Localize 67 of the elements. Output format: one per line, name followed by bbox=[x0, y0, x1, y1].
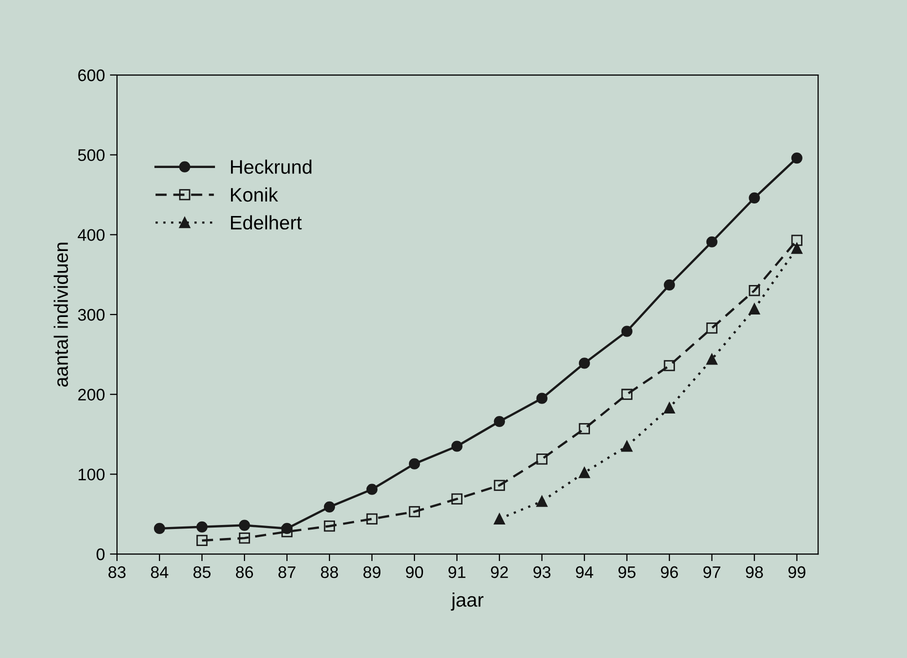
point bbox=[494, 416, 505, 428]
x-tick-label: 99 bbox=[788, 566, 806, 578]
y-tick-label: 300 bbox=[78, 308, 105, 321]
point bbox=[536, 496, 548, 507]
x-tick-label: 96 bbox=[660, 566, 678, 578]
point bbox=[578, 358, 590, 369]
y-axis-title: aantal individuen bbox=[54, 242, 68, 387]
x-tick-label: 90 bbox=[406, 566, 424, 578]
x-tick-label: 83 bbox=[108, 566, 126, 578]
point bbox=[621, 440, 632, 452]
x-tick-label: 88 bbox=[320, 566, 338, 578]
point bbox=[536, 392, 548, 404]
point bbox=[451, 493, 462, 505]
x-tick-label: 91 bbox=[448, 566, 466, 578]
point bbox=[154, 522, 166, 534]
point bbox=[238, 532, 250, 544]
legend-label: Heckrund bbox=[231, 160, 312, 174]
point bbox=[706, 354, 718, 365]
point bbox=[706, 236, 718, 248]
point bbox=[621, 388, 632, 400]
point bbox=[324, 520, 336, 532]
point bbox=[281, 526, 293, 538]
point bbox=[578, 467, 590, 478]
y-tick-label: 500 bbox=[78, 149, 105, 162]
y-tick-label: 600 bbox=[78, 69, 105, 82]
x-tick-label: 95 bbox=[618, 566, 636, 578]
point bbox=[664, 279, 675, 291]
x-tick-label: 84 bbox=[150, 566, 168, 578]
point bbox=[664, 360, 675, 372]
point bbox=[791, 234, 802, 246]
point bbox=[706, 322, 718, 334]
legend-label: Konik bbox=[231, 187, 278, 202]
point bbox=[408, 458, 420, 470]
point bbox=[536, 453, 548, 465]
point bbox=[621, 326, 632, 337]
point bbox=[324, 501, 336, 512]
x-axis-title: jaar bbox=[450, 592, 484, 611]
point bbox=[196, 534, 208, 546]
point bbox=[366, 513, 378, 524]
x-tick-label: 92 bbox=[490, 566, 508, 578]
x-tick-label: 85 bbox=[193, 566, 211, 578]
point bbox=[408, 506, 420, 518]
point bbox=[366, 484, 378, 495]
x-tick-label: 94 bbox=[576, 566, 594, 578]
y-tick-label: 0 bbox=[96, 548, 105, 560]
legend-label: Edelhert bbox=[231, 215, 302, 230]
point bbox=[196, 521, 208, 532]
point bbox=[748, 285, 760, 296]
y-tick-label: 200 bbox=[78, 388, 105, 401]
point bbox=[451, 440, 462, 452]
x-tick-label: 93 bbox=[533, 566, 550, 578]
point bbox=[238, 520, 250, 531]
point bbox=[791, 152, 802, 164]
point bbox=[791, 242, 802, 254]
point bbox=[748, 303, 760, 314]
point bbox=[664, 402, 675, 414]
point bbox=[494, 480, 505, 491]
x-tick-label: 86 bbox=[236, 566, 254, 578]
x-tick-label: 89 bbox=[363, 566, 380, 578]
point bbox=[748, 192, 760, 204]
y-tick-label: 100 bbox=[78, 468, 105, 480]
x-tick-label: 87 bbox=[278, 566, 296, 578]
x-tick-label: 98 bbox=[746, 566, 763, 578]
x-tick-label: 97 bbox=[703, 566, 720, 578]
point bbox=[494, 513, 505, 524]
y-tick-label: 400 bbox=[78, 229, 105, 241]
point bbox=[578, 423, 590, 434]
